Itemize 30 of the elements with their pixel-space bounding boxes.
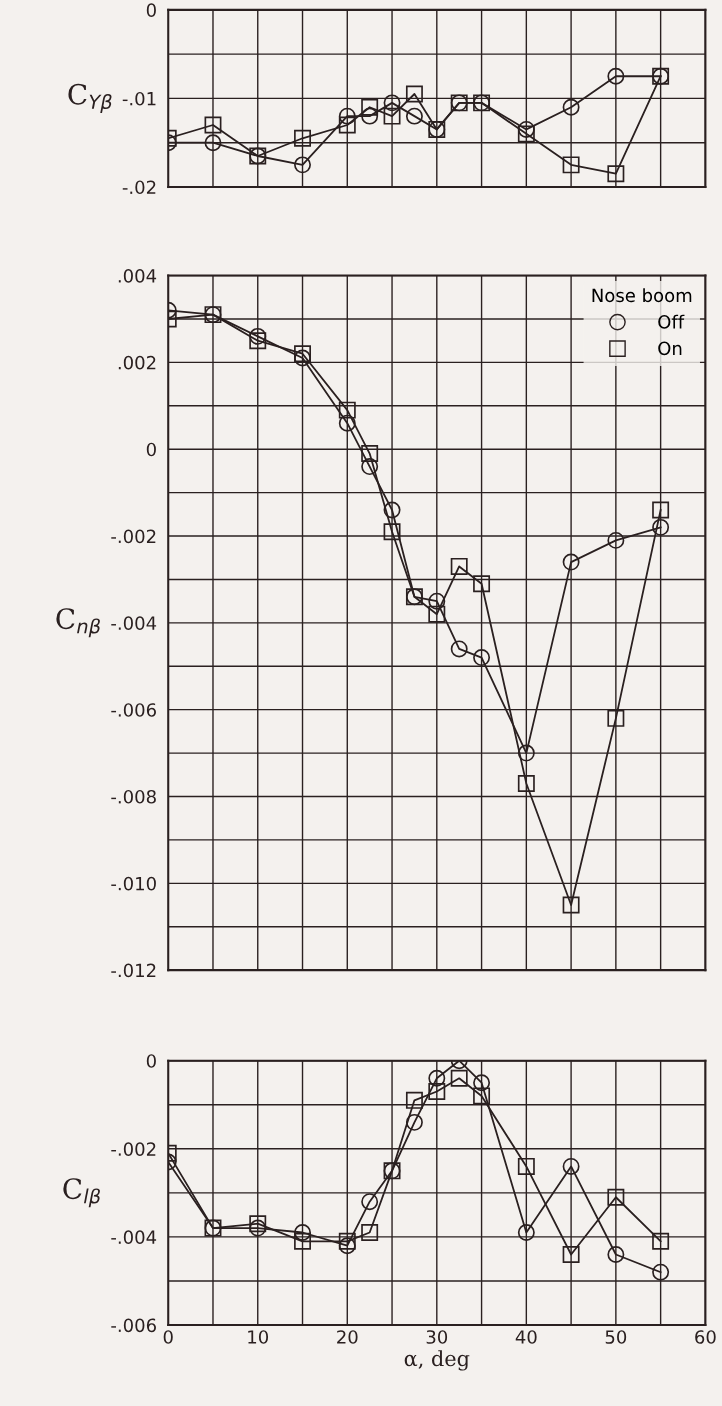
y-tick-label: -.006 [111, 703, 156, 717]
x-tick-label: 0 [163, 1330, 173, 1344]
legend-label: On [658, 341, 682, 356]
y-tick-label: -.01 [122, 91, 156, 106]
y-tick-label: 0 [146, 3, 156, 17]
y-tick-label: -.006 [111, 1318, 156, 1333]
legend-title: Nose boom [592, 288, 692, 303]
y-tick-label: -.010 [111, 876, 156, 891]
y-tick-label: 0 [146, 1054, 156, 1068]
y-axis-title: C$_{lβ}$ [63, 1178, 100, 1208]
y-axis-title: C$_{Yβ}$ [68, 83, 112, 113]
x-tick-label: 20 [337, 1330, 358, 1344]
legend-label: Off [658, 314, 685, 329]
y-tick-label: -.004 [111, 1230, 157, 1245]
x-tick-label: 60 [695, 1330, 716, 1344]
y-tick-label: -.008 [111, 789, 156, 804]
x-tick-label: 40 [515, 1330, 537, 1344]
y-tick-label: -.012 [111, 963, 156, 978]
x-tick-label: 10 [248, 1330, 269, 1344]
y-axis-title: C$_{nβ}$ [56, 608, 100, 638]
y-tick-label: .004 [118, 269, 157, 283]
x-tick-label: 50 [605, 1330, 627, 1344]
y-tick-label: -.002 [111, 1142, 156, 1156]
y-tick-label: -.002 [111, 529, 156, 544]
x-tick-label: 30 [426, 1330, 448, 1344]
x-axis-title: α, deg [404, 1350, 470, 1371]
y-tick-label: -.02 [122, 180, 156, 195]
y-tick-label: 0 [146, 442, 156, 457]
y-tick-label: .002 [118, 355, 156, 370]
y-tick-label: -.004 [111, 616, 157, 630]
